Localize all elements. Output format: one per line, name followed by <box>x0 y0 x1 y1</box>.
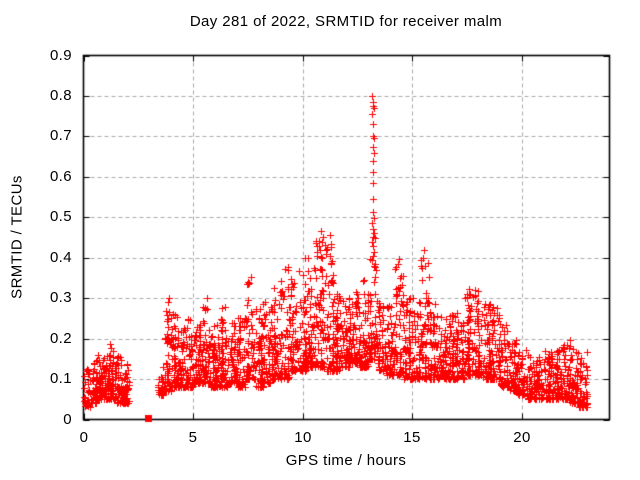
y-tick-label: 0 <box>63 411 72 428</box>
x-tick-label: 15 <box>403 429 421 446</box>
y-axis-label: SRMTID / TECUs <box>8 175 26 299</box>
chart-title: Day 281 of 2022, SRMTID for receiver mal… <box>189 13 503 30</box>
x-tick-label: 20 <box>513 429 531 446</box>
y-tick-label: 0.8 <box>49 87 72 104</box>
y-tick-label: 0.1 <box>49 370 72 387</box>
y-tick-label: 0.9 <box>49 47 72 64</box>
y-tick-label: 0.5 <box>49 208 72 225</box>
x-axis-label: GPS time / hours <box>285 452 407 469</box>
y-tick-label: 0.3 <box>49 289 72 306</box>
x-tick-label: 0 <box>79 429 89 446</box>
y-tick-label: 0.6 <box>49 168 72 185</box>
x-tick-label: 10 <box>294 429 312 446</box>
x-tick-label: 5 <box>188 429 198 446</box>
y-tick-label: 0.2 <box>49 330 72 347</box>
y-tick-label: 0.7 <box>49 127 72 144</box>
y-tick-label: 0.4 <box>49 249 72 266</box>
